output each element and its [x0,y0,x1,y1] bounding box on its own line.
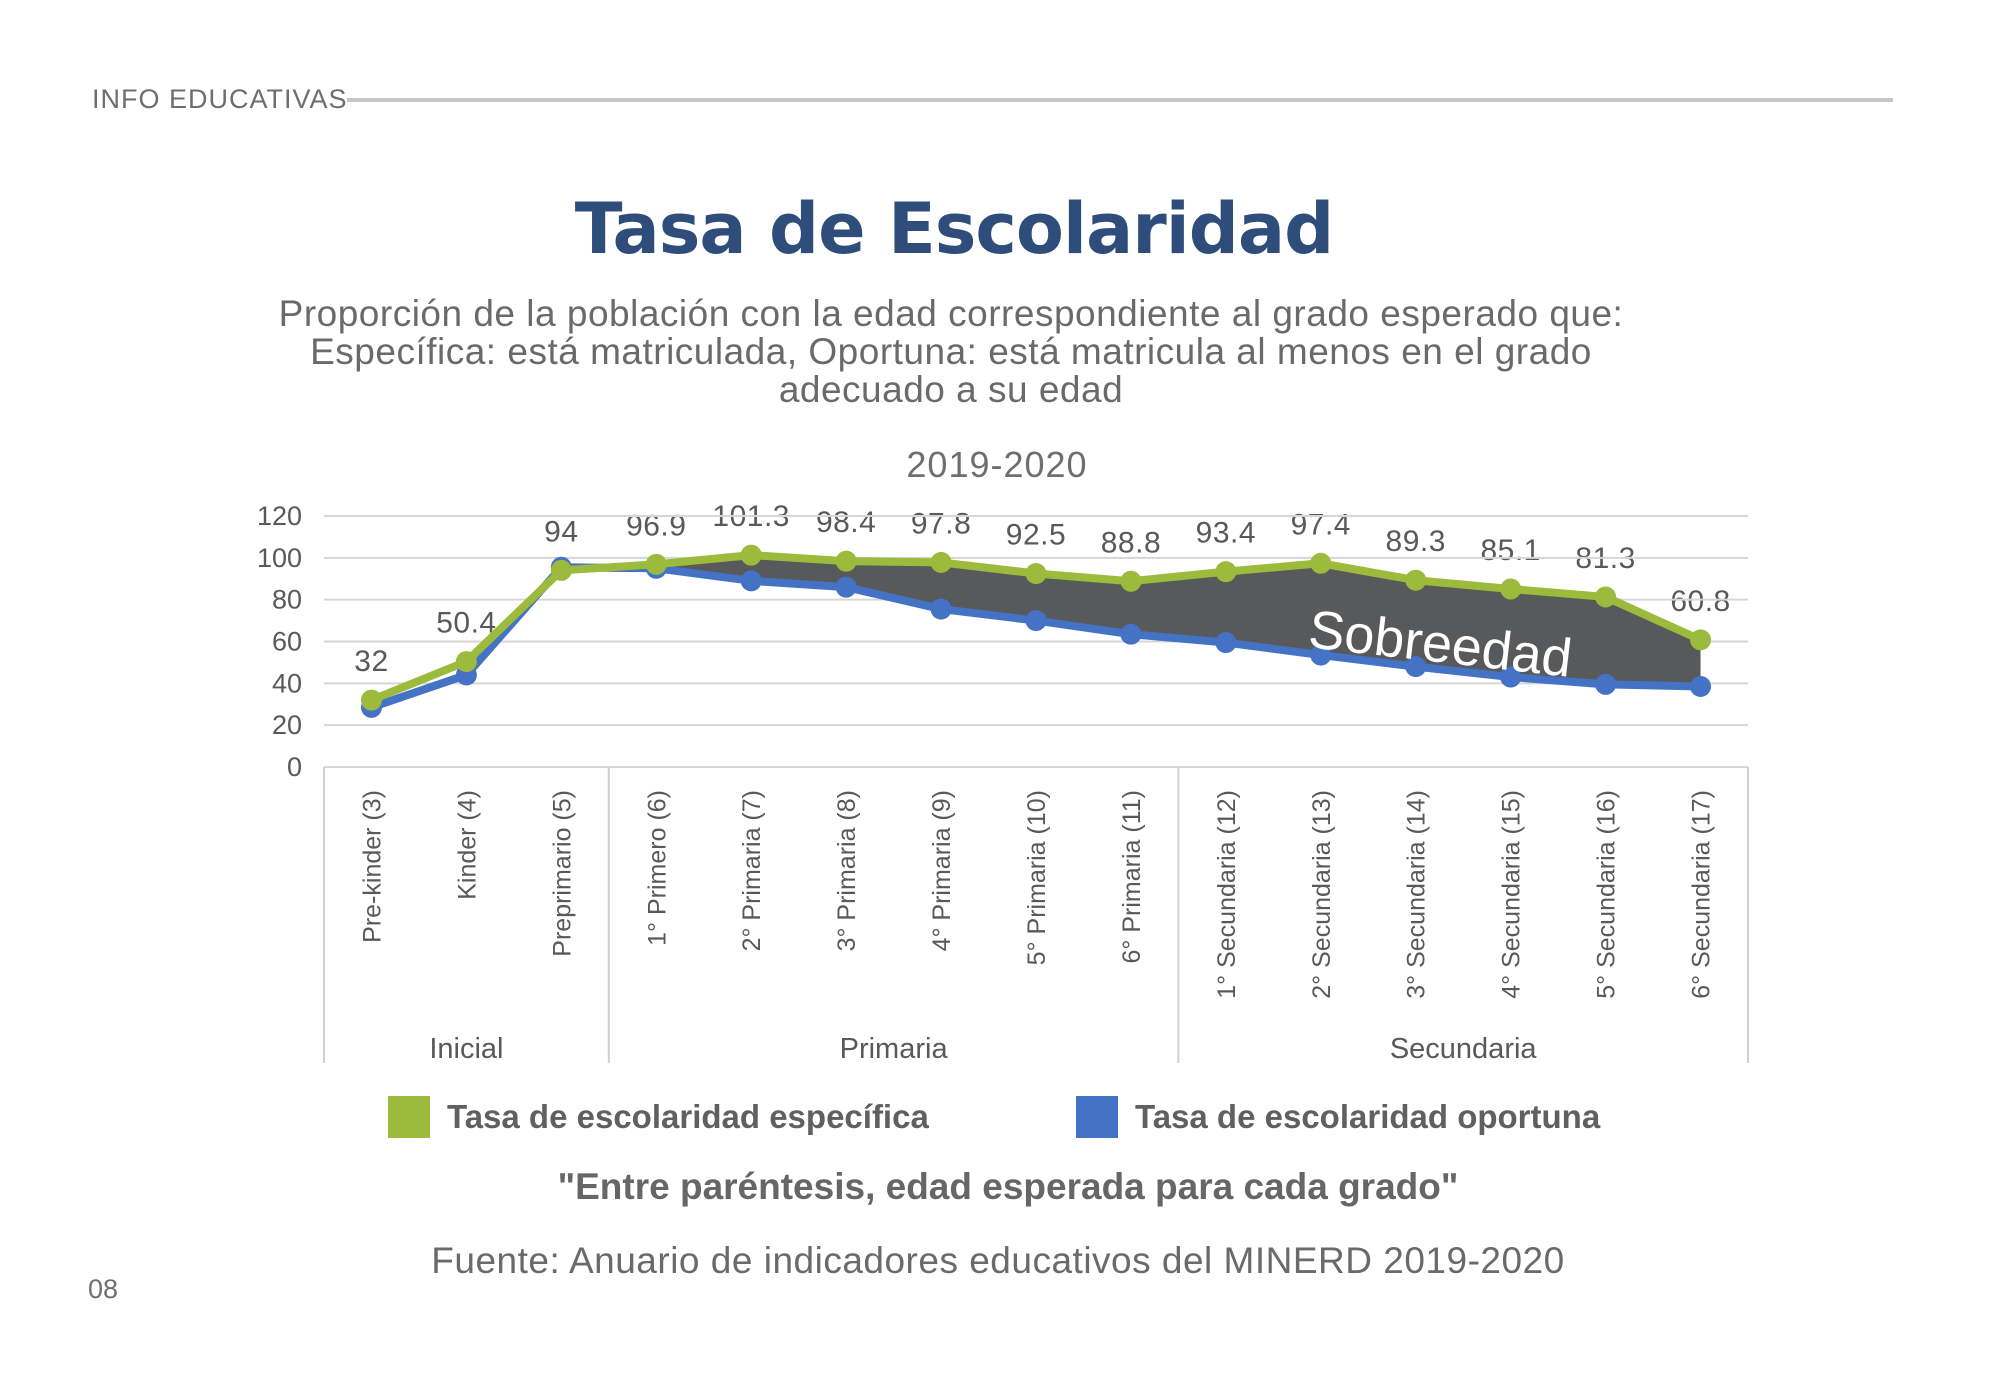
svg-text:97.4: 97.4 [1291,508,1351,541]
legend-label-especifica: Tasa de escolaridad específica [447,1098,929,1135]
svg-text:5° Primaria (10): 5° Primaria (10) [1023,790,1051,965]
svg-text:1° Primero (6): 1° Primero (6) [643,790,671,946]
category-box [323,767,1749,1063]
page-subtitle: Proporción de la población con la edad c… [0,295,1902,409]
category-group-labels: Inicial Primaria Secundaria [429,1033,1537,1065]
series-especifica-line [360,544,1712,711]
svg-text:94: 94 [544,515,578,548]
svg-text:97.8: 97.8 [911,507,971,540]
svg-text:20: 20 [272,710,302,740]
svg-text:4° Secundaria (15): 4° Secundaria (15) [1498,790,1526,999]
legend-label-oportuna: Tasa de escolaridad oportuna [1135,1098,1601,1135]
legend-swatch-especifica [388,1096,430,1138]
page-number: 08 [88,1274,119,1304]
source-text: Fuente: Anuario de indicadores educativo… [431,1240,1565,1281]
svg-text:40: 40 [272,668,302,698]
svg-text:2° Primaria (7): 2° Primaria (7) [738,790,766,951]
svg-text:Kinder (4): Kinder (4) [453,790,481,900]
legend-item-oportuna: Tasa de escolaridad oportuna [1076,1096,1600,1138]
svg-text:Pre-kinder (3): Pre-kinder (3) [358,790,386,943]
svg-text:Secundaria: Secundaria [1390,1033,1538,1065]
svg-text:50.4: 50.4 [436,607,496,640]
svg-text:6° Primaria (11): 6° Primaria (11) [1118,790,1146,963]
svg-text:Inicial: Inicial [429,1033,503,1065]
svg-text:96.9: 96.9 [626,509,686,542]
header-rule [347,98,1893,102]
category-labels: Pre-kinder (3) Kinder (4) Preprimario (5) 1… [358,790,1715,999]
svg-text:2° Secundaria (13): 2° Secundaria (13) [1308,790,1336,999]
note-text: "Entre paréntesis, edad esperada para ca… [557,1166,1459,1207]
svg-text:0: 0 [287,752,302,782]
svg-text:32: 32 [354,645,388,678]
svg-text:120: 120 [257,501,302,531]
svg-text:6° Secundaria (17): 6° Secundaria (17) [1688,790,1716,999]
svg-text:Preprimario (5): Preprimario (5) [548,790,576,957]
svg-text:100: 100 [257,543,302,573]
svg-text:92.5: 92.5 [1006,519,1066,552]
y-axis-labels: 0 20 40 60 80 100 120 [257,501,302,782]
svg-text:3° Secundaria (14): 3° Secundaria (14) [1403,790,1431,999]
subtitle-line-1: Proporción de la población con la edad c… [278,293,1624,334]
sobreedad-area [656,555,1701,687]
svg-text:88.8: 88.8 [1101,526,1161,559]
page-title: Tasa de Escolaridad [574,188,1334,270]
svg-text:3° Primaria (8): 3° Primaria (8) [833,790,861,951]
svg-text:5° Secundaria (16): 5° Secundaria (16) [1593,790,1621,999]
svg-text:4° Primaria (9): 4° Primaria (9) [928,790,956,951]
header-kicker: INFO EDUCATIVAS [92,84,348,114]
subtitle-line-3: adecuado a su edad [778,369,1124,410]
svg-text:80: 80 [272,585,302,615]
chart-title: 2019-2020 [906,444,1088,485]
svg-text:93.4: 93.4 [1196,517,1256,550]
svg-text:60: 60 [272,627,302,657]
legend-item-especifica: Tasa de escolaridad específica [388,1096,929,1138]
subtitle-line-2: Específica: está matriculada, Oportuna: … [310,331,1592,372]
svg-text:1° Secundaria (12): 1° Secundaria (12) [1213,790,1241,999]
svg-text:85.1: 85.1 [1480,534,1540,567]
legend-swatch-oportuna [1076,1096,1118,1138]
svg-text:98.4: 98.4 [816,506,876,539]
svg-text:89.3: 89.3 [1386,525,1446,558]
svg-text:Primaria: Primaria [840,1033,949,1065]
svg-text:60.8: 60.8 [1670,585,1730,618]
